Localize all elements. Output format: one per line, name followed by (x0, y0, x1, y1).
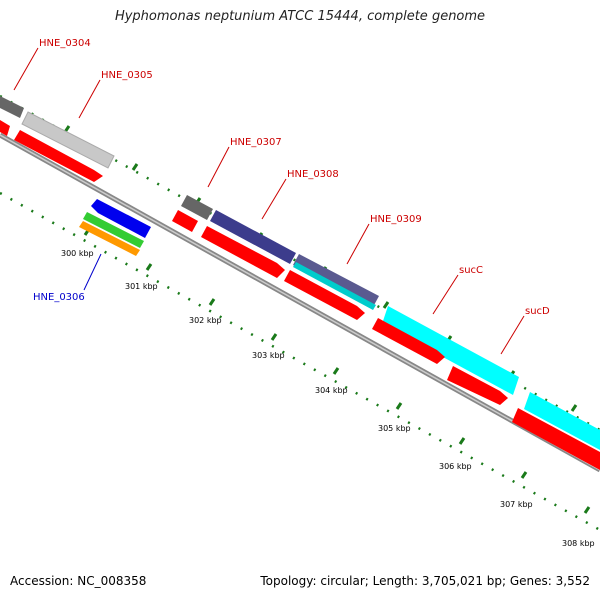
tick-label: 304 kbp (315, 386, 348, 395)
tick-label: 306 kbp (439, 462, 472, 471)
cds-sucd-arrow[interactable] (512, 408, 600, 470)
gene-hne0306-blue[interactable] (91, 199, 151, 238)
gene-label[interactable]: sucC (459, 265, 483, 276)
tick-label: 303 kbp (252, 351, 285, 360)
gene-label[interactable]: HNE_0308 (287, 169, 339, 180)
inner-tick-ring (0, 191, 600, 532)
cds-hne0308-arrow[interactable] (201, 226, 285, 278)
leader-hne0307 (207, 146, 230, 188)
map-title: Hyphomonas neptunium ATCC 15444, complet… (114, 9, 486, 24)
gene-succ-band[interactable] (382, 306, 519, 395)
tick-label: 305 kbp (378, 424, 411, 433)
leader-hne0306 (83, 253, 102, 291)
cds-succ-arrow[interactable] (372, 318, 445, 364)
tick-label: 307 kbp (500, 500, 533, 509)
gene-label[interactable]: HNE_0305 (101, 70, 153, 81)
gene-label[interactable]: HNE_0304 (39, 38, 91, 49)
gene-label[interactable]: HNE_0306 (33, 292, 85, 303)
tick-label: 302 kbp (189, 316, 222, 325)
backbone-inner (0, 134, 600, 471)
gene-hne0308-band[interactable] (210, 210, 296, 264)
gene-hne0305-band[interactable] (21, 111, 115, 169)
cds-succ-arrow-2[interactable] (447, 366, 508, 405)
gene-label[interactable]: HNE_0309 (370, 214, 422, 225)
leader-hne0308 (261, 178, 287, 220)
genome-summary-text: Topology: circular; Length: 3,705,021 bp… (260, 574, 590, 588)
leader-sucd (500, 315, 525, 355)
leader-hne0309 (346, 223, 370, 265)
leader-hne0304 (13, 47, 39, 91)
tick-label: 300 kbp (61, 249, 94, 258)
cds-hne0309-arrow[interactable] (284, 270, 365, 320)
gene-hne0309-stripe (293, 262, 376, 310)
gene-label[interactable]: sucD (525, 306, 550, 317)
accession-text: Accession: NC_008358 (10, 574, 147, 588)
gene-hne0307-band[interactable] (181, 195, 213, 220)
tick-label: 308 kbp (562, 539, 595, 548)
gene-hne0309-band[interactable] (293, 254, 379, 307)
cds-hne0307-arrow[interactable] (172, 210, 198, 232)
cds-hne0305-arrow[interactable] (14, 130, 103, 182)
tick-label: 301 kbp (125, 282, 158, 291)
gene-label[interactable]: HNE_0307 (230, 137, 282, 148)
cds-hne0304-arrow[interactable] (0, 120, 10, 136)
gene-sucd-band[interactable] (524, 392, 600, 450)
gene-hne0304-band[interactable] (0, 96, 24, 118)
leader-succ (432, 274, 459, 315)
gene-hne0306-green[interactable] (83, 212, 144, 248)
leader-hne0305 (78, 79, 101, 119)
gene-hne0306-orange[interactable] (79, 221, 140, 256)
